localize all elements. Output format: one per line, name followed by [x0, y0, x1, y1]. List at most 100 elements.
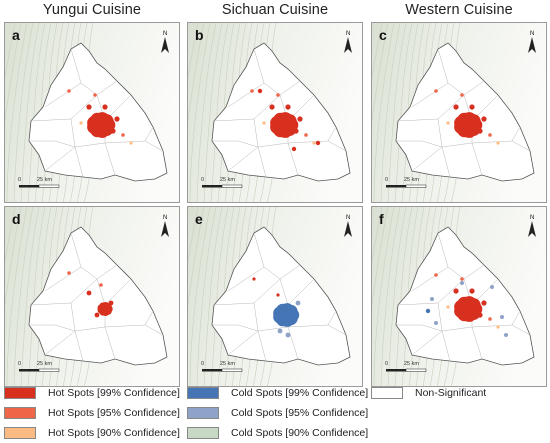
hot-spot-95: [276, 93, 280, 97]
terrain-ridge: [203, 23, 223, 202]
district-boundary: [463, 264, 485, 280]
district-boundary: [396, 324, 443, 332]
hot-spot-99: [477, 312, 483, 318]
scale-zero-label: 0: [201, 361, 204, 367]
terrain-ridge: [373, 207, 395, 386]
terrain-ridge: [27, 207, 46, 386]
terrain-ridge: [196, 207, 217, 386]
scale-distance-label: 25 km: [404, 177, 419, 183]
hot-spot-99: [291, 146, 297, 152]
district-boundary: [104, 326, 116, 360]
hot-spot-99: [481, 300, 487, 306]
panel-letter: b: [195, 27, 204, 43]
legend-swatch-cold-95: [187, 407, 219, 419]
hot-spot-99: [97, 302, 113, 316]
cold-spot-95: [460, 281, 464, 285]
terrain-ridge: [20, 23, 40, 202]
hot-spot-95: [67, 89, 71, 93]
hot-spot-95: [460, 277, 464, 281]
hot-spot-99: [257, 88, 263, 94]
hot-spot-95: [121, 133, 125, 137]
north-label: N: [530, 215, 534, 221]
terrain-ridge: [380, 207, 401, 386]
legend-label-non-significant: Non-Significant: [415, 387, 487, 399]
scale-bar: [19, 368, 60, 372]
legend-cold-95: Cold Spots [95% Confidence]: [187, 406, 368, 420]
map-panel-b: b N 0 25 km: [187, 22, 363, 203]
north-label: N: [163, 31, 167, 37]
terrain-ridge: [387, 23, 407, 202]
map-svg: e N 0 25 km: [188, 207, 362, 386]
scale-zero-label: 0: [385, 361, 388, 367]
scale-distance-label: 25 km: [220, 177, 235, 183]
hot-spot-99: [102, 104, 108, 110]
hot-spot-99: [453, 288, 459, 294]
hot-spot-99: [110, 128, 116, 134]
north-arrow-icon: [161, 37, 169, 53]
hot-spot-95: [434, 273, 438, 277]
district-boundary: [212, 324, 259, 332]
scale-bar: [202, 184, 243, 188]
district-boundary: [44, 266, 82, 292]
district-boundary: [279, 264, 301, 280]
legend-hot-90: Hot Spots [90% Confidence]: [4, 426, 180, 440]
hot-spot-99: [270, 112, 299, 138]
north-label: N: [346, 31, 350, 37]
terrain-ridge: [188, 207, 205, 307]
hot-spot-90: [262, 121, 266, 125]
legend-label-cold-95: Cold Spots [95% Confidence]: [231, 407, 369, 419]
district-boundary: [29, 324, 76, 332]
hot-spot-90: [446, 121, 450, 125]
hot-spot-99: [297, 116, 303, 122]
hot-spot-90: [79, 121, 83, 125]
district-boundary: [463, 80, 485, 96]
cold-spot-95: [430, 297, 434, 301]
legend-swatch-cold-99: [187, 387, 219, 399]
scale-zero-label: 0: [201, 177, 204, 183]
terrain-ridge: [372, 23, 383, 79]
legend-swatch-cold-90: [187, 427, 219, 439]
district-boundary: [227, 82, 265, 108]
legend-swatch-hot-90: [4, 427, 36, 439]
hot-spot-99: [293, 128, 299, 134]
hot-spot-90: [496, 325, 500, 329]
hot-spot-90: [312, 141, 316, 145]
hot-spot-99: [454, 296, 483, 322]
map-svg: a N 0 25 km: [5, 23, 179, 202]
district-boundary: [441, 330, 451, 362]
north-label: N: [530, 31, 534, 37]
hot-spot-95: [460, 93, 464, 97]
map-svg: f N 0 25 km: [372, 207, 546, 386]
terrain-ridge: [387, 207, 407, 386]
terrain-ridge: [210, 207, 229, 386]
terrain-ridge: [13, 23, 34, 202]
terrain-ridge: [189, 23, 211, 202]
hot-spot-95: [250, 89, 254, 93]
scale-distance-label: 25 km: [220, 361, 235, 367]
legend-hot-95: Hot Spots [95% Confidence]: [4, 406, 180, 420]
terrain-ridge: [210, 23, 229, 202]
map-svg: c N 0 25 km: [372, 23, 546, 202]
hot-spot-99: [469, 104, 475, 110]
terrain-ridge: [13, 207, 34, 386]
cold-spot-99: [273, 303, 300, 327]
terrain-ridge: [196, 23, 217, 202]
district-boundary: [287, 326, 299, 360]
hot-spot-95: [488, 133, 492, 137]
terrain-ridge: [20, 207, 40, 386]
terrain-ridge: [203, 207, 223, 386]
hot-spot-95: [304, 133, 308, 137]
map-panel-e: e N 0 25 km: [187, 206, 363, 387]
cold-spot-99: [425, 308, 431, 314]
terrain-ridge: [189, 207, 211, 386]
map-svg: d N 0 25 km: [5, 207, 179, 386]
legend-label-hot-90: Hot Spots [90% Confidence]: [48, 427, 180, 439]
legend-label-hot-99: Hot Spots [99% Confidence]: [48, 387, 180, 399]
district-boundary: [511, 324, 531, 336]
hot-spot-95: [434, 89, 438, 93]
district-boundary: [327, 140, 347, 152]
scale-bar: [202, 368, 243, 372]
terrain-ridge: [5, 207, 16, 263]
north-arrow-icon: [344, 37, 352, 53]
cold-spot-95: [285, 332, 291, 338]
